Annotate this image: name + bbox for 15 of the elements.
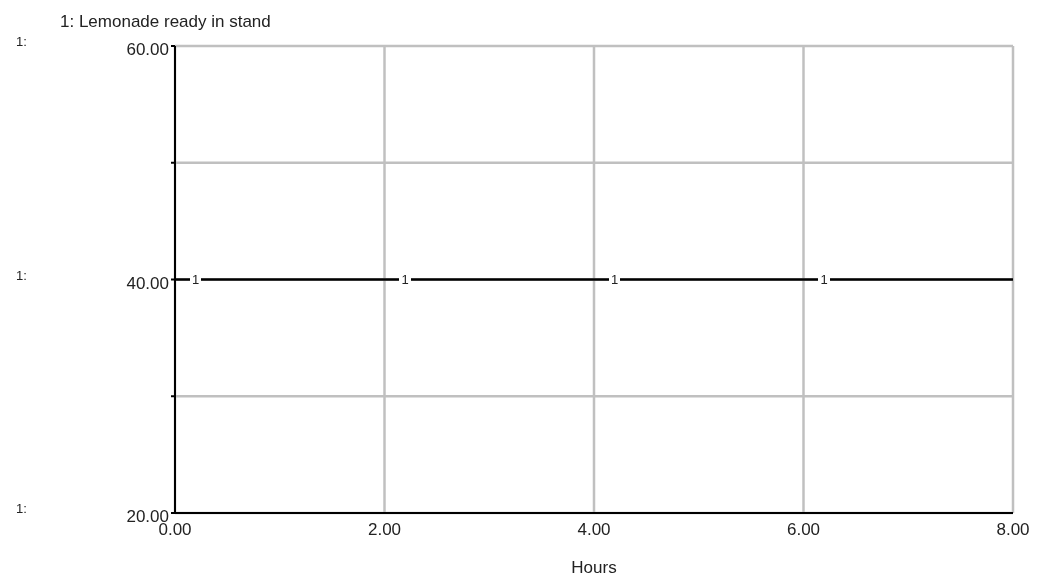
x-tick-label: 2.00 [367, 520, 402, 540]
x-tick-label: 6.00 [786, 520, 821, 540]
annotation: 1 [189, 270, 202, 289]
annotation: 1 [399, 270, 411, 289]
y-tick-label: 60.00 [126, 40, 169, 60]
text: 1: [16, 501, 27, 516]
x-tick-label: 4.00 [577, 520, 611, 540]
text: 1: Lemonade ready in stand [60, 12, 271, 31]
y-tick-label: 40.00 [126, 273, 169, 293]
annotation: 1 [608, 270, 621, 289]
x-tick-label: 8.00 [996, 520, 1030, 540]
text: 1: [16, 34, 27, 49]
x-axis-title: Hours [571, 558, 617, 577]
annotation: 1 [818, 270, 830, 289]
text: 1: [16, 267, 27, 283]
